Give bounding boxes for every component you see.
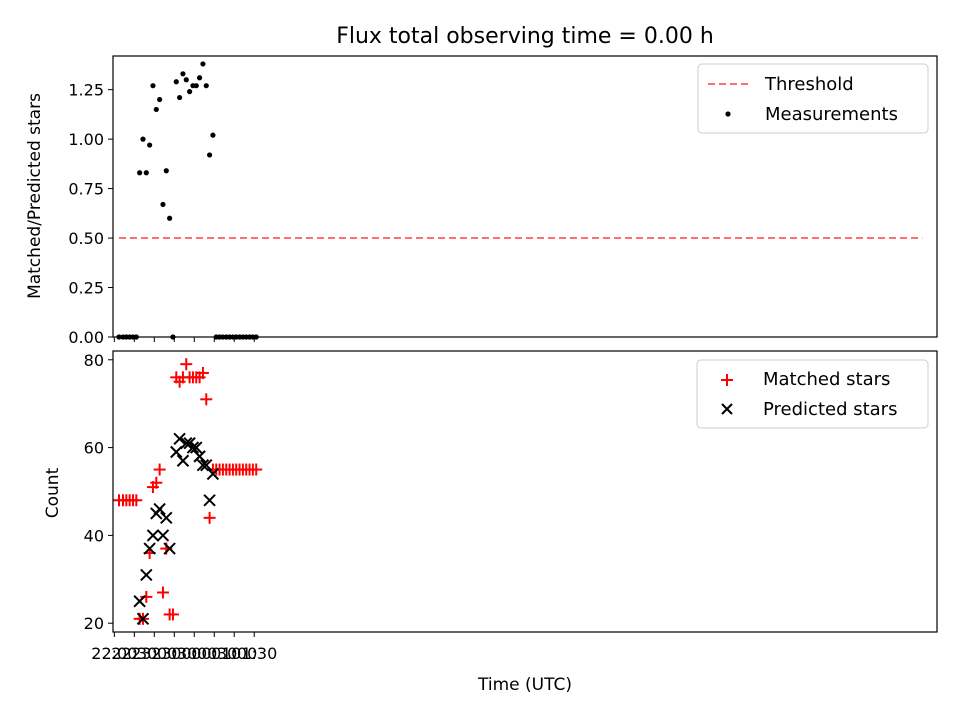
predicted-star-point — [176, 454, 190, 467]
predicted-star-point — [136, 612, 150, 626]
predicted-star-point — [206, 467, 220, 481]
y-tick-label: 0.25 — [68, 279, 104, 298]
matched-star-point — [196, 366, 209, 379]
legend-frame — [696, 359, 929, 429]
measurement-point — [143, 170, 149, 176]
measurement-point — [147, 142, 153, 148]
predicted-star-point — [200, 458, 213, 472]
y-tick-label: 60 — [84, 439, 104, 458]
measurement-point — [200, 61, 206, 67]
x-tick-label: 00:00 — [171, 644, 217, 663]
predicted-star-point — [186, 441, 200, 454]
measurements-legend-marker — [725, 111, 731, 117]
y-tick-label: 80 — [84, 351, 104, 370]
y-axis-label-bottom: Count — [43, 467, 63, 518]
matched-star-point — [200, 393, 213, 406]
measurements-legend-label: Measurements — [765, 104, 898, 125]
measurement-point — [157, 96, 163, 103]
plot-area-top — [112, 55, 938, 338]
measurement-point — [203, 83, 209, 89]
predicted-star-point — [133, 595, 146, 608]
measurement-point — [177, 94, 183, 101]
predicted-star-point — [143, 542, 156, 555]
x-tick-label: 00:30 — [191, 644, 237, 663]
measurement-point — [196, 75, 203, 81]
predicted-star-point — [170, 445, 183, 459]
measurement-point — [163, 168, 169, 174]
predicted-star-point — [156, 529, 170, 542]
matched-star-point — [250, 463, 263, 476]
x-axis-label: Time (UTC) — [477, 675, 572, 695]
legend-frame — [697, 63, 929, 134]
matched-star-point — [203, 511, 216, 524]
chart-title: Flux total observing time = 0.00 h — [336, 24, 714, 49]
predicted-star-point — [190, 441, 203, 454]
measurement-point — [150, 83, 156, 89]
legend-top: Threshold Measurements — [697, 63, 929, 134]
matched-star-point — [153, 463, 166, 476]
matched-star-point — [180, 358, 193, 371]
flux-ratio-panel: Flux total observing time = 0.00 h Match… — [25, 24, 938, 347]
measurement-point — [206, 152, 213, 158]
x-tick-label: 22:00 — [91, 644, 137, 663]
predicted-star-point — [153, 502, 166, 516]
measurement-point — [173, 79, 179, 85]
predicted-star-point — [146, 529, 160, 542]
matched-star-point — [150, 476, 163, 489]
measurement-point — [167, 215, 173, 221]
y-tick-label: 20 — [84, 614, 104, 633]
y-tick-label: 0.50 — [68, 229, 104, 248]
y-tick-label: 40 — [84, 526, 104, 545]
x-tick-label: 23:00 — [131, 644, 177, 663]
measurement-point — [153, 106, 159, 113]
y-tick-label: 1.25 — [68, 81, 104, 100]
x-tick-label: 01:30 — [231, 644, 277, 663]
predicted-star-point — [163, 542, 176, 555]
matched-star-point — [130, 494, 143, 507]
plot-area-bottom — [112, 350, 938, 633]
predicted-star-point — [196, 458, 210, 472]
y-tick-label: 1.00 — [68, 130, 104, 149]
threshold-legend-label: Threshold — [764, 74, 854, 95]
y-tick-label: 0.00 — [68, 328, 104, 347]
matched-star-point — [166, 608, 179, 621]
predicted-legend-marker — [721, 403, 733, 415]
legend-bottom: Matched stars Predicted stars — [696, 359, 929, 429]
x-tick-label: 01:00 — [211, 644, 257, 663]
matched-star-point — [156, 586, 169, 599]
star-count-panel: Count Time (UTC) 20 40 60 80 22:0022:3023:00… — [43, 350, 938, 695]
predicted-legend-label: Predicted stars — [763, 399, 897, 420]
measurement-point — [160, 201, 166, 208]
measurement-point — [187, 89, 193, 95]
matched-star-point — [140, 590, 153, 603]
measurement-point — [137, 170, 143, 176]
predicted-star-point — [180, 436, 193, 450]
predicted-star-point — [160, 511, 173, 525]
y-axis-label-top: Matched/Predicted stars — [25, 93, 45, 299]
measurement-point — [193, 83, 199, 89]
measurement-point — [210, 132, 216, 138]
x-tick-label: 22:30 — [111, 644, 157, 663]
matched-legend-label: Matched stars — [763, 369, 890, 390]
measurement-point — [183, 77, 189, 83]
predicted-star-point — [173, 432, 186, 446]
matched-legend-marker — [721, 374, 733, 386]
x-tick-label: 23:30 — [151, 644, 197, 663]
predicted-star-point — [193, 450, 206, 463]
measurement-point — [180, 71, 186, 77]
y-tick-label: 0.75 — [68, 180, 104, 199]
predicted-star-point — [140, 568, 153, 582]
predicted-star-point — [203, 494, 216, 507]
measurement-point — [140, 136, 146, 142]
